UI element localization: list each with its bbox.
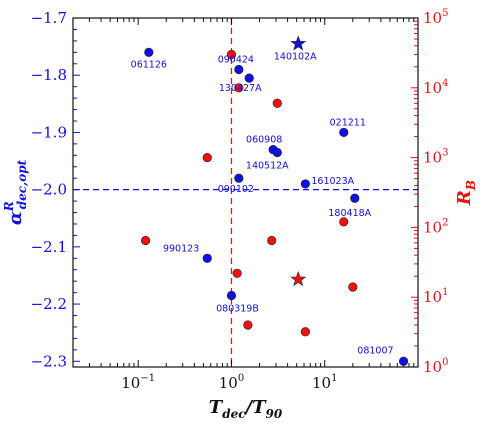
grb-label: 140512A xyxy=(246,160,289,171)
rb-point xyxy=(272,98,282,108)
rb-point xyxy=(300,327,310,337)
y-left-tick-label: −2.3 xyxy=(31,352,67,370)
rb-point xyxy=(140,235,151,246)
axis-ticks: 10−1 100 101 −1.7 −1.8 −1.9 −2.0 −2.1 −2.2 −2.3 10… xyxy=(31,8,449,392)
rb-point xyxy=(348,282,358,292)
x-tick-label: 10−1 xyxy=(121,373,155,392)
grb-label: 180418A xyxy=(328,208,371,219)
y-left-tick-label: −1.9 xyxy=(31,123,67,141)
y-right-tick-label: 105 xyxy=(423,8,448,27)
grb-label: 060908 xyxy=(246,135,282,146)
alpha-point xyxy=(144,47,154,57)
alpha-point xyxy=(244,73,254,83)
rb-point xyxy=(243,320,253,330)
grb-label: 140102A xyxy=(274,52,317,63)
grb-label: 090102 xyxy=(218,184,254,195)
x-axis-label: Tdec/T90 xyxy=(209,397,283,421)
y-axis-left-label: αRdec,opt xyxy=(2,159,29,225)
rb-star xyxy=(290,271,307,287)
y-right-tick-label: 104 xyxy=(423,78,448,97)
alpha-point xyxy=(202,253,212,263)
y-right-tick-label: 103 xyxy=(423,148,448,167)
reference-lines xyxy=(73,18,418,367)
y-left-tick-label: −2.2 xyxy=(31,295,67,313)
y-right-tick-label: 101 xyxy=(423,287,448,306)
grb-label: 990123 xyxy=(163,243,199,254)
rb-point xyxy=(339,217,349,227)
y-axis-right-label: RB xyxy=(454,180,478,206)
alpha-point xyxy=(234,64,244,75)
y-left-tick-label: −2.0 xyxy=(31,181,67,199)
y-right-tick-label: 102 xyxy=(423,217,448,236)
plot-frame xyxy=(72,17,419,368)
x-tick-label: 101 xyxy=(312,373,337,392)
y-left-tick-label: −1.8 xyxy=(31,66,67,84)
alpha-star xyxy=(290,35,307,51)
grb-label: 081007 xyxy=(357,345,393,356)
grb-label: 080319B xyxy=(216,303,259,314)
rb-point xyxy=(202,153,212,163)
alpha-point xyxy=(339,127,349,138)
rb-point xyxy=(267,235,277,246)
alpha-point xyxy=(272,147,282,158)
y-left-tick-label: −1.7 xyxy=(31,9,67,27)
grb-label: 090424 xyxy=(218,54,254,65)
rb-point xyxy=(232,268,242,278)
alpha-point xyxy=(226,290,237,301)
grb-label: 021211 xyxy=(330,117,366,128)
y-right-tick-label: 100 xyxy=(423,357,448,376)
x-tick-label: 100 xyxy=(219,373,244,392)
grb-label: 130427A xyxy=(219,83,262,94)
y-left-tick-label: −2.1 xyxy=(31,238,67,256)
rb-point xyxy=(234,83,244,93)
alpha-point xyxy=(234,173,244,183)
alpha-point xyxy=(300,179,310,189)
alpha-point xyxy=(350,193,360,203)
rb-point xyxy=(226,49,237,60)
data-marks: 061126 090424 130427A 021211 060908 140512A 09… xyxy=(131,35,409,366)
grb-label: 061126 xyxy=(131,59,167,70)
grb-label: 161023A xyxy=(311,176,354,187)
